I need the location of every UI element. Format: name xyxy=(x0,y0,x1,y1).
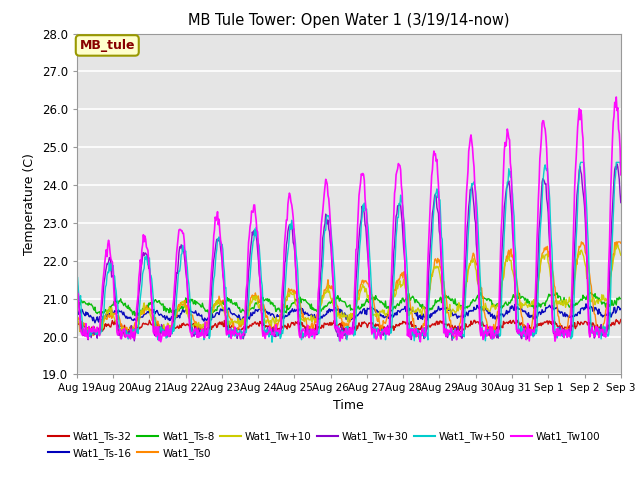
Text: MB_tule: MB_tule xyxy=(79,39,135,52)
Y-axis label: Temperature (C): Temperature (C) xyxy=(23,153,36,255)
Legend: Wat1_Ts-32, Wat1_Ts-16, Wat1_Ts-8, Wat1_Ts0, Wat1_Tw+10, Wat1_Tw+30, Wat1_Tw+50,: Wat1_Ts-32, Wat1_Ts-16, Wat1_Ts-8, Wat1_… xyxy=(44,427,605,463)
Title: MB Tule Tower: Open Water 1 (3/19/14-now): MB Tule Tower: Open Water 1 (3/19/14-now… xyxy=(188,13,509,28)
X-axis label: Time: Time xyxy=(333,399,364,412)
